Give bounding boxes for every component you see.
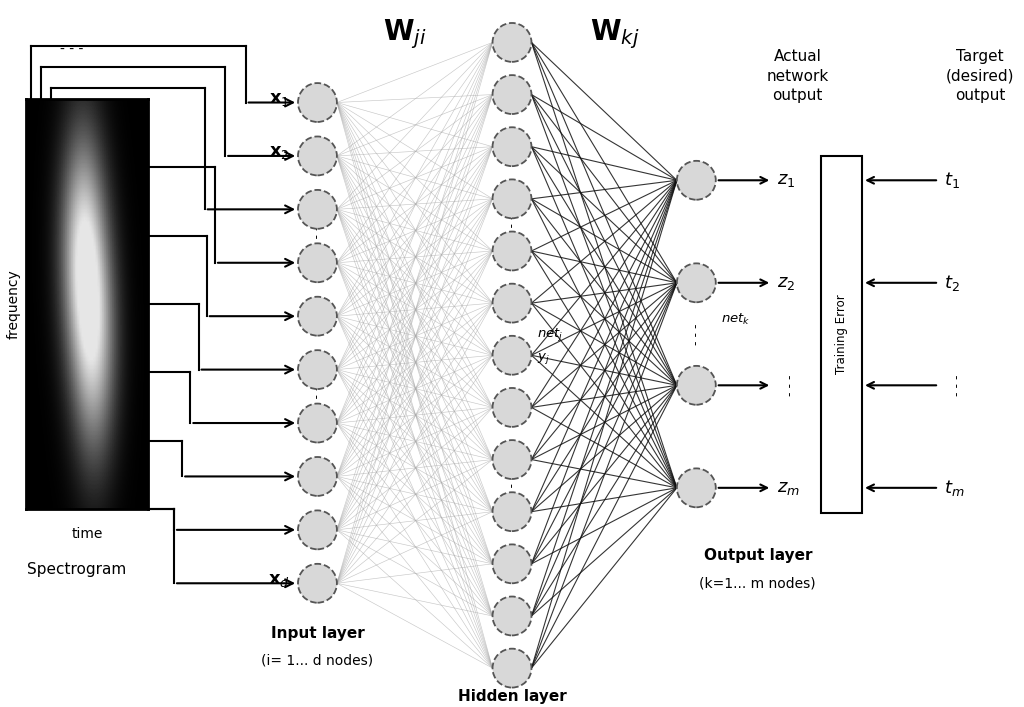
Text: (i= 1... d nodes): (i= 1... d nodes) (261, 654, 374, 668)
Text: Hidden layer: Hidden layer (458, 689, 566, 704)
Ellipse shape (493, 649, 531, 687)
Text: - - -: - - - (60, 42, 83, 57)
Ellipse shape (493, 440, 531, 479)
Ellipse shape (493, 492, 531, 531)
Text: - - -: - - - (784, 375, 797, 396)
Ellipse shape (493, 180, 531, 218)
Ellipse shape (298, 350, 337, 389)
Text: $t_m$: $t_m$ (944, 478, 965, 498)
Text: - - -: - - - (506, 475, 518, 496)
Text: - - -: - - - (690, 323, 702, 345)
Ellipse shape (493, 284, 531, 322)
Text: Training Error: Training Error (836, 294, 848, 374)
Text: $z_1$: $z_1$ (777, 171, 796, 189)
Ellipse shape (493, 336, 531, 375)
Text: - - -: - - - (311, 385, 324, 407)
Ellipse shape (298, 457, 337, 496)
Ellipse shape (298, 404, 337, 443)
Text: $\mathbf{x}_d$: $\mathbf{x}_d$ (268, 571, 290, 589)
Ellipse shape (298, 243, 337, 282)
Ellipse shape (493, 388, 531, 427)
Ellipse shape (298, 83, 337, 122)
Ellipse shape (493, 75, 531, 114)
Text: $net_k$: $net_k$ (721, 312, 751, 327)
Ellipse shape (493, 23, 531, 62)
Ellipse shape (298, 297, 337, 336)
Text: $\mathbf{W}_{kj}$: $\mathbf{W}_{kj}$ (590, 18, 639, 52)
Text: $\mathbf{x}_2$: $\mathbf{x}_2$ (269, 144, 290, 161)
Text: $\mathbf{W}_{ji}$: $\mathbf{W}_{ji}$ (383, 18, 426, 52)
Ellipse shape (677, 469, 716, 508)
Text: frequency: frequency (6, 269, 20, 339)
Ellipse shape (298, 563, 337, 602)
Text: $net_j$: $net_j$ (537, 325, 563, 343)
Text: $\mathbf{x}_1$: $\mathbf{x}_1$ (269, 90, 290, 108)
Text: - - -: - - - (951, 375, 964, 396)
Ellipse shape (677, 366, 716, 404)
Text: $y_j$: $y_j$ (537, 351, 549, 366)
Text: time: time (72, 527, 102, 541)
Text: - - -: - - - (311, 226, 324, 247)
Text: Spectrogram: Spectrogram (28, 562, 126, 577)
Text: Actual
network
output: Actual network output (767, 49, 828, 103)
Ellipse shape (298, 136, 337, 175)
Text: (k=1... m nodes): (k=1... m nodes) (699, 576, 816, 590)
Bar (821, 156, 862, 513)
Ellipse shape (493, 544, 531, 583)
Ellipse shape (298, 190, 337, 229)
Text: Output layer: Output layer (703, 548, 812, 563)
Text: $t_1$: $t_1$ (944, 170, 961, 190)
Ellipse shape (493, 232, 531, 270)
Text: $t_2$: $t_2$ (944, 273, 959, 293)
Text: - - -: - - - (506, 214, 518, 235)
Ellipse shape (677, 264, 716, 303)
Ellipse shape (493, 127, 531, 166)
Text: $z_m$: $z_m$ (777, 479, 800, 497)
Ellipse shape (298, 510, 337, 549)
Text: Input layer: Input layer (270, 626, 365, 641)
Text: $z_2$: $z_2$ (777, 274, 796, 292)
Ellipse shape (677, 160, 716, 199)
Text: Target
(desired)
output: Target (desired) output (946, 49, 1014, 103)
Ellipse shape (493, 597, 531, 636)
